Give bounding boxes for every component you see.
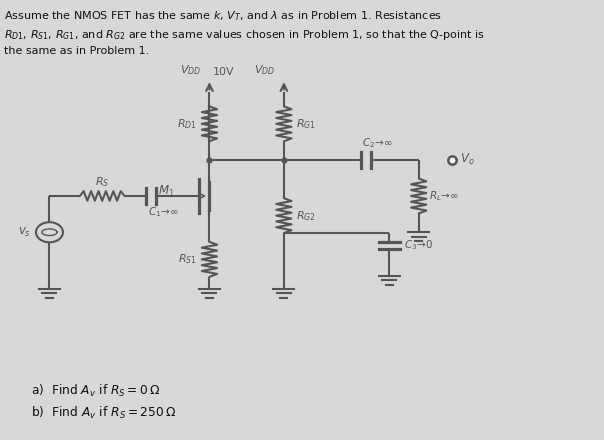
Text: a)  Find $A_v$ if $R_S = 0\,\Omega$: a) Find $A_v$ if $R_S = 0\,\Omega$ (31, 383, 160, 399)
Text: $V_{DD}$: $V_{DD}$ (254, 63, 275, 77)
Text: $R_{G1}$: $R_{G1}$ (295, 117, 316, 131)
Text: $C_1\!\rightarrow\!\infty$: $C_1\!\rightarrow\!\infty$ (148, 205, 179, 220)
Text: $M_1$: $M_1$ (158, 184, 175, 199)
Text: $v_s$: $v_s$ (18, 226, 31, 239)
Text: the same as in Problem 1.: the same as in Problem 1. (4, 46, 150, 56)
Text: $R_{D1}$: $R_{D1}$ (176, 117, 196, 131)
Text: $R_{D1}$, $R_{S1}$, $R_{G1}$, and $R_{G2}$ are the same values chosen in Problem: $R_{D1}$, $R_{S1}$, $R_{G1}$, and $R_{G2… (4, 28, 485, 42)
Text: 10V: 10V (213, 67, 234, 77)
Text: $C_3\!\rightarrow\!0$: $C_3\!\rightarrow\!0$ (404, 238, 434, 252)
Text: $C_2\!\rightarrow\!\infty$: $C_2\!\rightarrow\!\infty$ (362, 136, 393, 150)
Text: $R_{G2}$: $R_{G2}$ (295, 209, 315, 223)
Text: $V_{DD}$: $V_{DD}$ (180, 63, 201, 77)
Text: Assume the NMOS FET has the same $k$, $V_T$, and $\lambda$ as in Problem 1. Resi: Assume the NMOS FET has the same $k$, $V… (4, 9, 442, 23)
Text: $R_{S1}$: $R_{S1}$ (178, 253, 196, 266)
Text: $V_o$: $V_o$ (460, 152, 475, 167)
Text: b)  Find $A_v$ if $R_S = 250\,\Omega$: b) Find $A_v$ if $R_S = 250\,\Omega$ (31, 404, 176, 421)
Text: $R_S$: $R_S$ (95, 175, 109, 188)
Text: $R_L\!\rightarrow\!\infty$: $R_L\!\rightarrow\!\infty$ (429, 189, 460, 203)
